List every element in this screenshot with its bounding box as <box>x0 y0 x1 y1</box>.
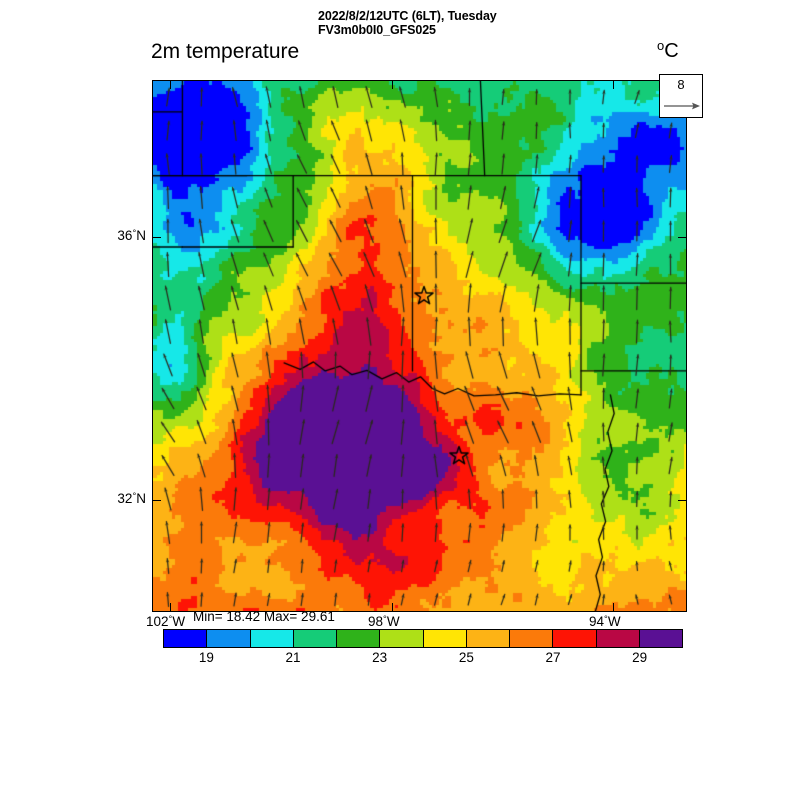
map-plot-area <box>152 80 687 612</box>
y-tick-mark-right-32 <box>678 500 687 502</box>
x-axis-label-94: 94°W <box>589 614 621 629</box>
y-tick-mark-32 <box>152 500 161 502</box>
variable-name-label: 2m temperature <box>151 40 300 63</box>
colorbar-band-23-24 <box>380 630 424 647</box>
y-tick-hemisphere: N <box>136 491 146 506</box>
colorbar-band-21-22 <box>293 630 337 647</box>
map-overlay-borders-and-wind <box>153 81 686 611</box>
colorbar-band-26-27 <box>510 630 554 647</box>
wind-vector-key: 8 <box>659 74 703 118</box>
y-tick-hemisphere: N <box>136 228 146 243</box>
title-line-model: FV3m0b0I0_GFS025 <box>318 22 436 37</box>
x-tick-hemisphere: W <box>607 614 621 629</box>
colorbar-band-24-25 <box>423 630 467 647</box>
wind-arrow-icon <box>664 102 700 110</box>
wind-key-value: 8 <box>677 77 685 92</box>
x-tick-hemisphere: W <box>172 614 186 629</box>
colorbar <box>163 629 683 648</box>
degree-symbol: ° <box>132 228 137 239</box>
x-tick-mark-94 <box>613 603 615 612</box>
degree-symbol: ° <box>132 491 137 502</box>
colorbar-tick-23: 23 <box>372 650 388 665</box>
x-axis-label-102: 102°W <box>146 614 185 629</box>
y-tick-mark-36 <box>152 237 161 239</box>
x-tick-mark-top-98 <box>392 80 394 89</box>
x-tick-hemisphere: W <box>386 614 400 629</box>
colorbar-band-28-29 <box>596 630 640 647</box>
title-line-datetime: 2022/8/2/12UTC (6LT), Tuesday <box>318 9 497 23</box>
x-tick-value: 98 <box>368 614 384 629</box>
colorbar-tick-21: 21 <box>285 650 301 665</box>
colorbar-band-18-19 <box>164 630 208 647</box>
degree-symbol: o <box>657 38 665 53</box>
degree-symbol: ° <box>604 614 608 625</box>
colorbar-band-29-30 <box>639 630 682 647</box>
colorbar-band-22-23 <box>337 630 381 647</box>
colorbar-band-25-26 <box>466 630 510 647</box>
x-tick-value: 102 <box>146 614 169 629</box>
x-tick-mark-top-94 <box>613 80 615 89</box>
x-axis-label-98: 98°W <box>368 614 400 629</box>
colorbar-tick-27: 27 <box>545 650 561 665</box>
y-tick-value: 36 <box>117 228 133 243</box>
y-axis-label-36: 36°N <box>90 228 146 243</box>
figure-title: 2022/8/2/12UTC (6LT), Tuesday FV3m0b0I0_… <box>318 9 497 37</box>
colorbar-band-20-21 <box>250 630 294 647</box>
colorbar-tick-25: 25 <box>458 650 474 665</box>
units-label: oC <box>657 38 679 63</box>
y-tick-value: 32 <box>117 491 133 506</box>
y-axis-label-32: 32°N <box>90 491 146 506</box>
x-tick-mark-top-102 <box>170 80 172 89</box>
x-tick-mark-98 <box>392 603 394 612</box>
degree-symbol: ° <box>168 614 173 625</box>
y-tick-mark-right-36 <box>678 237 687 239</box>
colorbar-tick-29: 29 <box>632 650 648 665</box>
units-letter: C <box>664 40 679 62</box>
x-tick-mark-102 <box>170 603 172 612</box>
colorbar-band-19-20 <box>207 630 251 647</box>
min-max-stats: Min= 18.42 Max= 29.61 <box>193 609 335 624</box>
colorbar-tick-19: 19 <box>198 650 214 665</box>
x-tick-value: 94 <box>589 614 605 629</box>
degree-symbol: ° <box>383 614 387 625</box>
colorbar-band-27-28 <box>553 630 597 647</box>
